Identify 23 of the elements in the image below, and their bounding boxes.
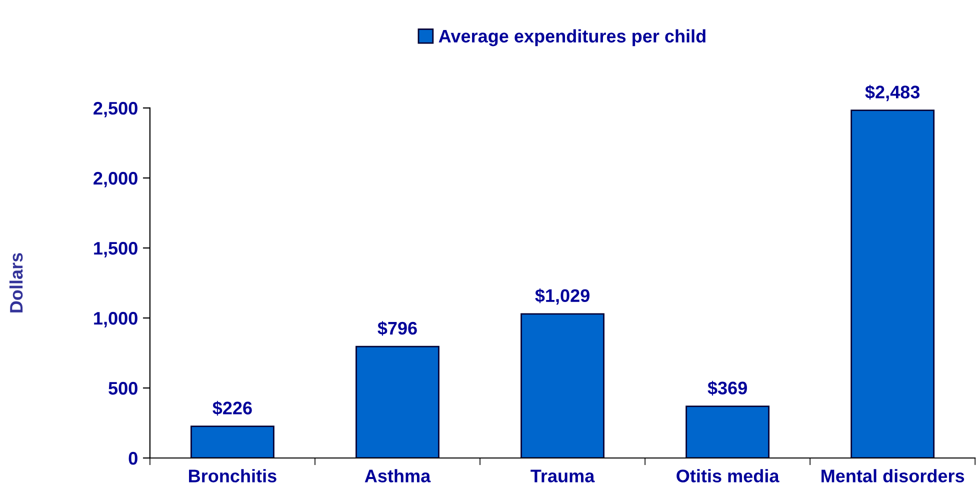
y-tick-label: 500 (108, 382, 138, 395)
bar (850, 110, 935, 458)
x-tick-label: Otitis media (676, 469, 780, 482)
bar (686, 406, 770, 458)
y-tick-label: 2,000 (94, 172, 138, 188)
legend-label: Average expenditures per child (438, 29, 706, 46)
x-tick-label: Trauma (530, 470, 595, 482)
bar (356, 346, 440, 458)
y-tick-label: 2,500 (94, 102, 138, 118)
x-tick-label: Mental disorders (822, 469, 964, 482)
x-tick-label: Bronchitis (189, 469, 276, 482)
y-axis-title: Dollars (9, 253, 23, 312)
bar (520, 313, 604, 458)
x-tick-label: Asthma (364, 469, 431, 482)
data-label: $226 (212, 400, 252, 416)
y-tick-label: 1,500 (94, 242, 138, 258)
y-tick-label: 1,000 (94, 312, 138, 328)
data-label: $796 (378, 321, 417, 336)
data-label: $1,029 (535, 288, 590, 305)
data-label: $2,483 (865, 84, 920, 102)
data-label: $369 (708, 380, 747, 396)
y-tick-label: 0 (128, 452, 138, 465)
bar (190, 426, 274, 458)
